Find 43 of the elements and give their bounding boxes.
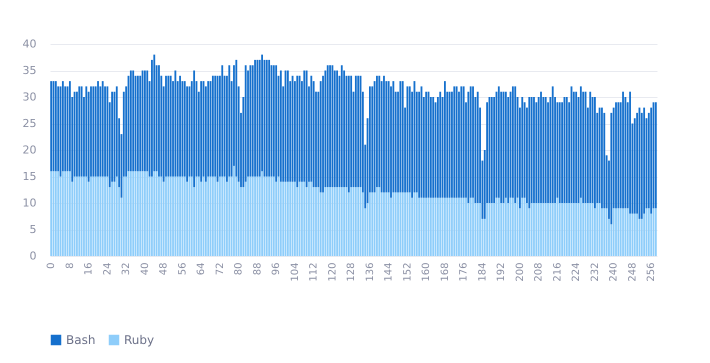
x-tick-label: 0 <box>46 262 58 269</box>
y-tick-label: 15 <box>22 170 36 183</box>
x-tick-label: 56 <box>177 262 188 276</box>
x-tick-label: 184 <box>477 262 488 282</box>
x-tick-label: 24 <box>102 262 114 276</box>
y-tick-label: 25 <box>22 117 36 130</box>
x-tick-label: 48 <box>158 262 170 276</box>
x-tick-label: 104 <box>290 262 301 282</box>
x-tick-label: 144 <box>384 262 395 282</box>
legend-label: Bash <box>66 333 96 347</box>
y-tick-label: 20 <box>22 144 36 156</box>
x-tick-label: 176 <box>458 262 470 282</box>
x-tick-label: 72 <box>214 262 226 276</box>
x-tick-label: 32 <box>121 262 132 276</box>
x-tick-label: 88 <box>252 262 264 276</box>
x-tick-label: 160 <box>421 262 432 282</box>
x-tick-label: 136 <box>364 262 376 282</box>
x-tick-label: 80 <box>234 262 245 276</box>
x-tick-label: 208 <box>534 262 545 282</box>
x-tick-label: 200 <box>514 262 526 282</box>
x-tick-label: 256 <box>646 262 658 282</box>
y-tick-label: 30 <box>22 90 36 104</box>
x-tick-label: 40 <box>140 262 151 276</box>
x-tick-label: 216 <box>552 262 564 282</box>
x-tick-label: 152 <box>402 262 414 282</box>
x-tick-label: 128 <box>346 262 358 282</box>
y-tick-label: 35 <box>22 64 36 77</box>
x-tick-label: 64 <box>196 262 208 276</box>
x-tick-label: 168 <box>440 262 451 282</box>
x-tick-label: 240 <box>608 262 620 282</box>
x-tick-label: 192 <box>496 262 508 282</box>
y-tick-label: 10 <box>22 196 36 210</box>
legend-label: Ruby <box>124 333 154 347</box>
x-tick-label: 232 <box>590 262 601 282</box>
y-tick-label: 40 <box>22 38 36 50</box>
x-tick-label: 224 <box>571 262 582 282</box>
y-tick-label: 5 <box>30 223 36 236</box>
x-tick-label: 16 <box>84 262 95 276</box>
x-tick-label: 112 <box>308 262 320 282</box>
x-tick-label: 96 <box>271 262 282 276</box>
x-tick-label: 120 <box>327 262 338 282</box>
x-tick-label: 8 <box>64 262 76 269</box>
x-tick-label: 248 <box>627 262 638 282</box>
